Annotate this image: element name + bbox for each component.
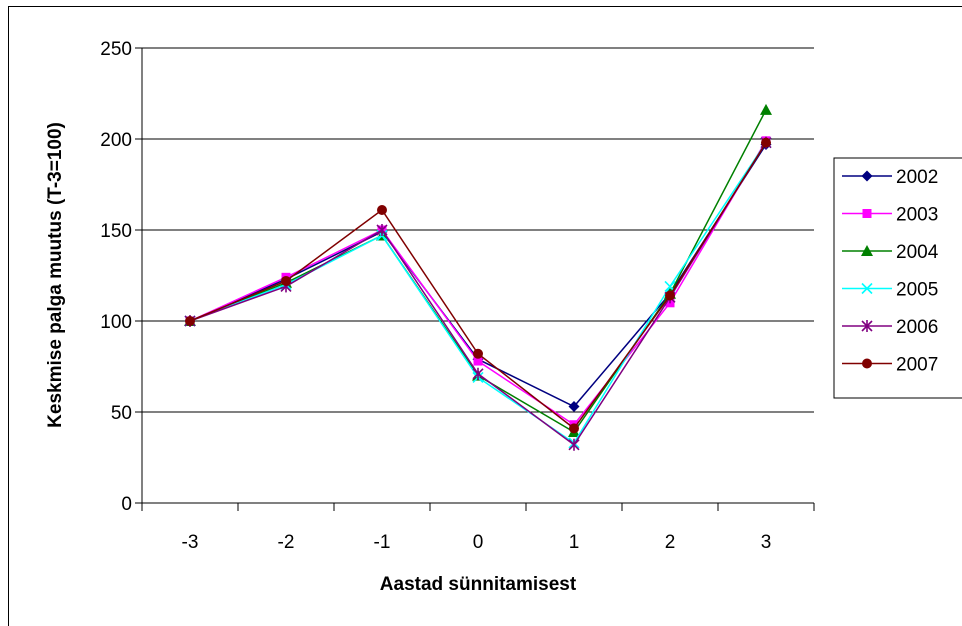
- legend-item-2006: 2006: [842, 317, 938, 338]
- series-2004: [184, 103, 772, 438]
- legend: 2002 2003 2004 2005 2006 2007: [833, 157, 962, 399]
- x-tick-label--2: -2: [278, 532, 295, 553]
- legend-item-2007: 2007: [842, 355, 938, 376]
- legend-marker-2002: [861, 170, 873, 182]
- legend-label-2005: 2005: [896, 280, 938, 301]
- series-line-2006: [189, 142, 767, 446]
- y-tick-label-200: 200: [100, 130, 132, 151]
- legend-label-2002: 2002: [896, 167, 938, 188]
- point-2002-1: [568, 401, 580, 413]
- legend-item-2005: 2005: [842, 280, 938, 301]
- point-2007--1: [377, 204, 387, 215]
- legend-marker-2007: [862, 358, 872, 369]
- legend-label-2004: 2004: [896, 242, 939, 263]
- legend-marker-2004: [861, 245, 873, 256]
- legend-item-2002: 2002: [842, 167, 938, 188]
- series-lines: [184, 103, 772, 451]
- axes: [135, 47, 815, 511]
- series-line-2005: [189, 142, 767, 445]
- legend-item-2004: 2004: [842, 242, 939, 263]
- x-tick-label-2: 2: [665, 532, 676, 553]
- y-tick-label-250: 250: [100, 39, 132, 60]
- point-2007-1: [569, 423, 579, 434]
- gridlines: [142, 47, 814, 413]
- legend-box: [833, 157, 962, 399]
- point-2007-2: [665, 290, 675, 301]
- x-tick-label-3: 3: [761, 532, 772, 553]
- series-2005: [184, 137, 772, 449]
- x-tick-label--3: -3: [182, 532, 199, 553]
- legend-label-2006: 2006: [896, 317, 938, 338]
- chart-frame: [8, 6, 962, 626]
- legend-label-2003: 2003: [896, 205, 938, 226]
- series-2003: [185, 136, 771, 430]
- x-axis-label: Aastad sünnitamisest: [380, 574, 577, 595]
- x-tick-label--1: -1: [374, 532, 391, 553]
- y-tick-label-150: 150: [100, 221, 132, 242]
- legend-marker-2003: [862, 209, 872, 218]
- x-tick-label-0: 0: [473, 532, 484, 553]
- point-2004-3: [760, 103, 772, 115]
- y-tick-labels: 0 50 100 150 200 250: [100, 39, 132, 515]
- point-2006-0: [472, 367, 484, 380]
- series-2007: [185, 137, 771, 434]
- y-tick-label-50: 50: [111, 403, 132, 424]
- point-2003-0: [473, 356, 483, 366]
- point-2007-3: [761, 137, 771, 148]
- point-2007-0: [473, 348, 483, 359]
- legend-marker-2006: [861, 320, 873, 332]
- x-tick-label-1: 1: [569, 532, 580, 553]
- point-2006-1: [568, 438, 580, 451]
- legend-marker-2005: [861, 282, 873, 295]
- point-2007--2: [281, 275, 291, 286]
- legend-label-2007: 2007: [896, 355, 938, 376]
- series-2006: [184, 136, 772, 451]
- legend-item-2003: 2003: [842, 205, 938, 226]
- y-tick-label-0: 0: [121, 494, 132, 515]
- x-tick-labels: -3 -2 -1 0 1 2 3: [182, 532, 772, 553]
- y-axis-label: Keskmise palga muutus (T-3=100): [45, 122, 66, 428]
- y-tick-label-100: 100: [100, 312, 132, 333]
- point-2006--1: [376, 224, 388, 236]
- point-2007--3: [185, 316, 195, 326]
